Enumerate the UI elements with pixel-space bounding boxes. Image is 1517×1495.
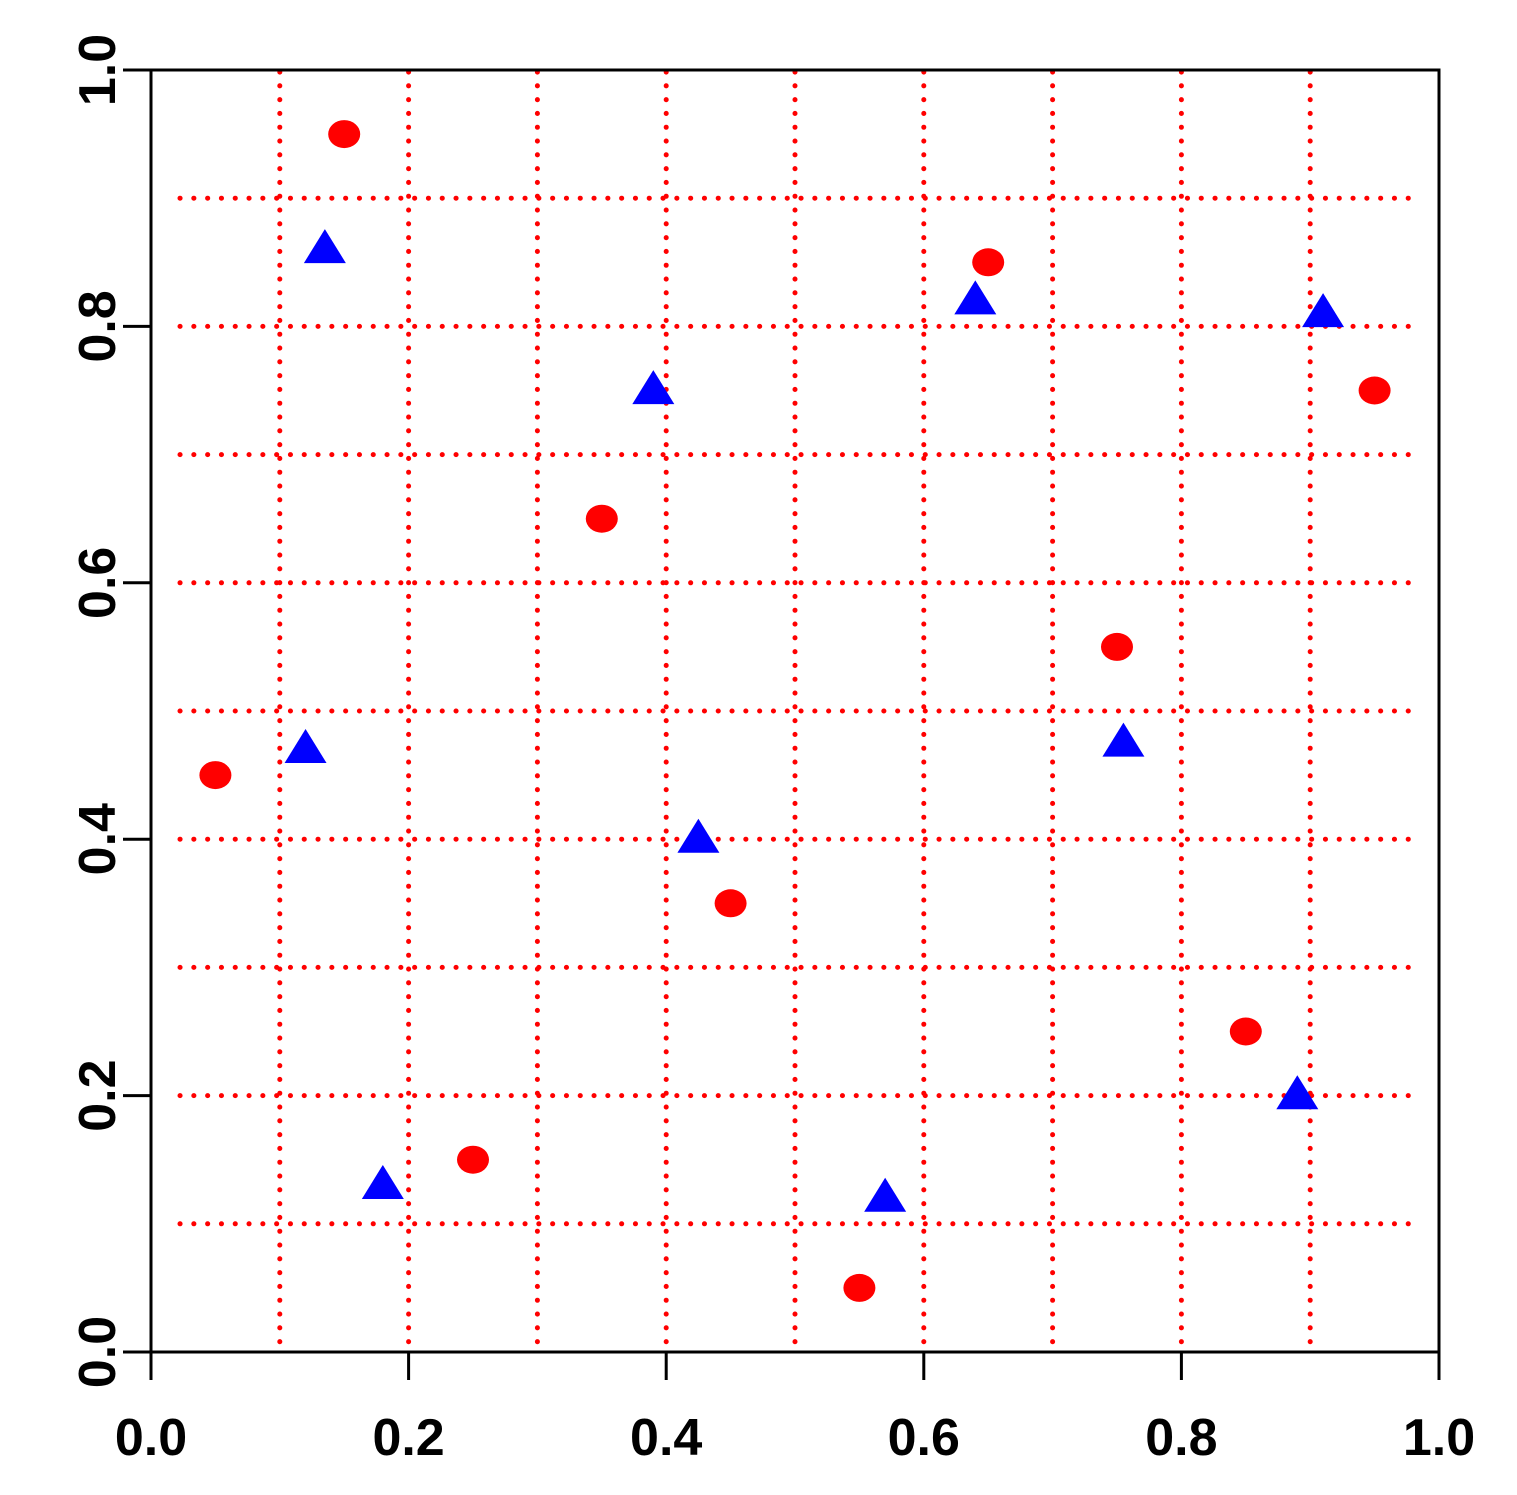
data-point-circle: [843, 1273, 876, 1302]
data-point-circle: [1101, 632, 1133, 661]
data-point-circle: [199, 761, 232, 790]
y-tick-label: 0.8: [69, 290, 127, 362]
y-tick-label: 0.6: [69, 547, 127, 619]
data-point-circle: [972, 248, 1005, 277]
data-point-triangle: [1102, 722, 1145, 757]
data-point-triangle: [361, 1164, 404, 1199]
x-tick-label: 0.2: [372, 1409, 444, 1467]
data-point-triangle: [1276, 1075, 1319, 1110]
x-tick-label: 0.8: [1145, 1409, 1217, 1467]
data-point-triangle: [303, 229, 346, 264]
y-tick-label: 0.0: [69, 1316, 127, 1388]
data-point-circle: [1229, 1017, 1262, 1046]
data-point-triangle: [954, 280, 997, 315]
data-point-triangle: [632, 370, 675, 405]
x-tick-label: 1.0: [1403, 1409, 1475, 1467]
axes: 0.0 0.2 0.4 0.6 0.8 1.0 0.0 0.2 0.4 0.6 0.8 1.0: [69, 34, 1475, 1467]
data-point-circle: [714, 889, 747, 918]
x-tick-label: 0.0: [115, 1409, 187, 1467]
grid: [177, 69, 1418, 1353]
data-point-triangle: [864, 1177, 907, 1212]
data-point-circle: [1358, 376, 1391, 405]
data-points: [199, 120, 1391, 1302]
data-point-circle: [328, 120, 361, 149]
data-point-triangle: [677, 818, 720, 853]
data-point-circle: [585, 504, 618, 533]
x-tick-label: 0.4: [630, 1409, 702, 1467]
x-tick-label: 0.6: [888, 1409, 960, 1467]
data-point-circle: [457, 1145, 489, 1174]
y-tick-label: 0.4: [69, 803, 127, 875]
data-point-triangle: [1302, 293, 1345, 328]
data-point-triangle: [284, 729, 327, 764]
y-tick-label: 0.2: [69, 1059, 127, 1131]
y-tick-label: 1.0: [69, 34, 127, 106]
